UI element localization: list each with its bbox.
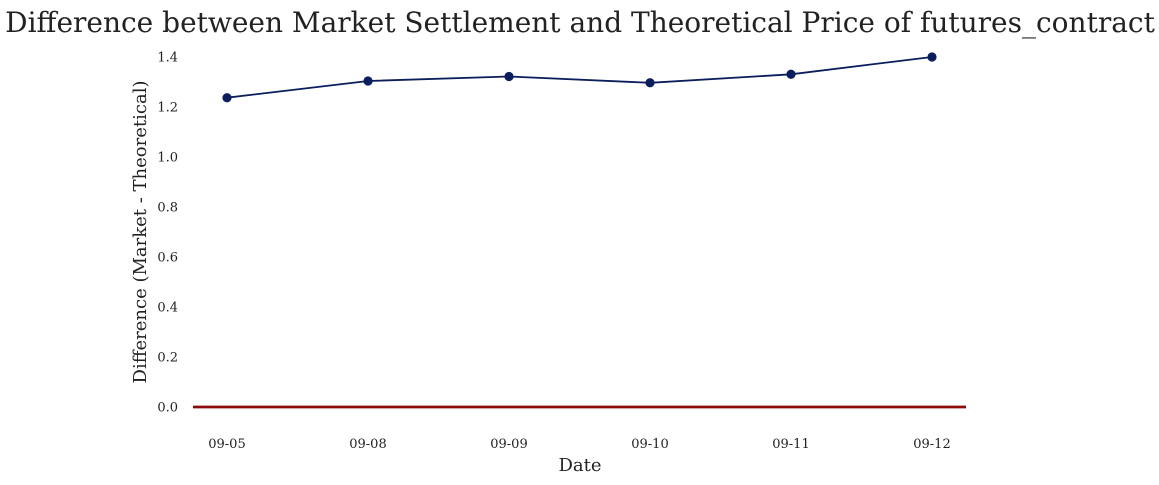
y-tick-label: 1.4 — [157, 51, 178, 66]
x-axis-ticks: 09-05 09-08 09-09 09-10 09-11 09-12 — [208, 437, 950, 452]
y-tick-label: 0.2 — [157, 351, 178, 366]
x-tick-label: 09-12 — [913, 437, 950, 452]
data-point-09-11 — [786, 69, 796, 79]
y-tick-label: 0.8 — [157, 201, 178, 216]
y-tick-label: 1.2 — [157, 101, 178, 116]
x-tick-label: 09-05 — [208, 437, 245, 452]
data-point-09-09 — [504, 71, 514, 82]
data-point-09-08 — [363, 76, 373, 86]
y-tick-label: 0.6 — [157, 251, 178, 266]
y-tick-label: 0.0 — [157, 401, 178, 416]
data-point-09-12 — [927, 52, 937, 62]
x-tick-label: 09-08 — [349, 437, 386, 452]
x-tick-label: 09-11 — [772, 437, 809, 452]
y-axis-ticks: 0.0 0.2 0.4 0.6 0.8 1.0 1.2 1.4 — [157, 51, 178, 416]
chart-title: Difference between Market Settlement and… — [5, 6, 1155, 39]
x-tick-label: 09-09 — [490, 437, 527, 452]
x-tick-label: 09-10 — [631, 437, 668, 452]
data-point-09-05 — [222, 93, 232, 103]
data-point-09-10 — [645, 78, 655, 88]
y-axis-label: Difference (Market - Theoretical) — [130, 81, 151, 384]
y-tick-label: 0.4 — [157, 301, 178, 316]
x-axis-label: Date — [558, 455, 601, 476]
series-line — [226, 56, 933, 99]
series-group — [222, 52, 937, 103]
y-tick-label: 1.0 — [157, 151, 178, 166]
